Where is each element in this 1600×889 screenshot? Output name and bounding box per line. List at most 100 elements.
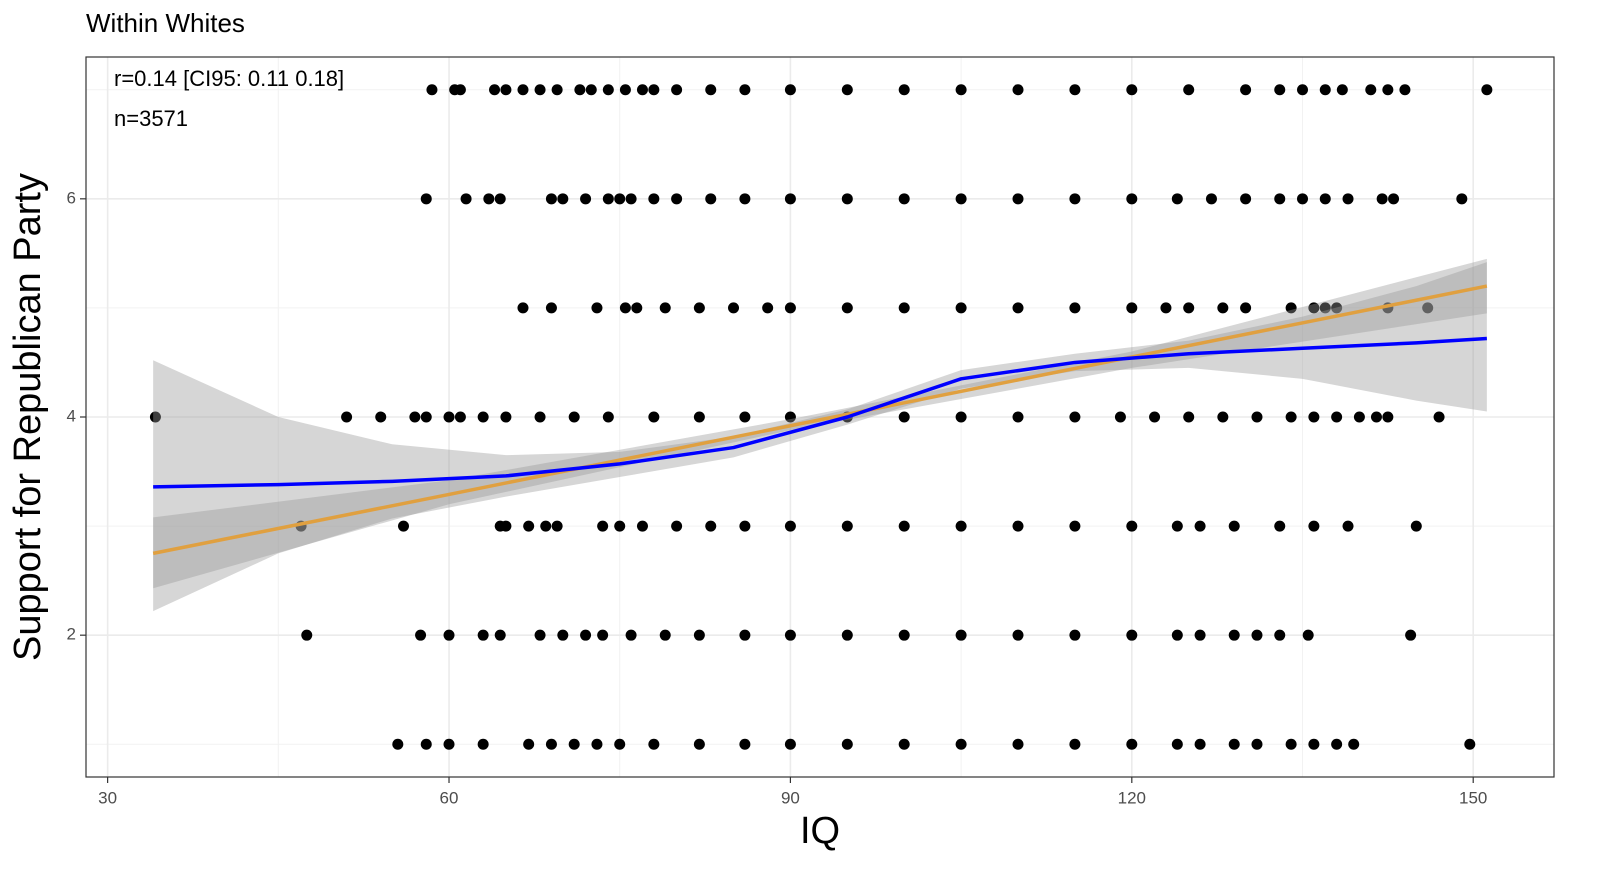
- point: [585, 84, 597, 96]
- point: [841, 193, 853, 205]
- point: [557, 193, 569, 205]
- point: [1297, 193, 1309, 205]
- point: [1217, 411, 1229, 423]
- point: [693, 629, 705, 641]
- point: [1319, 302, 1331, 314]
- point: [1297, 84, 1309, 96]
- point: [301, 629, 313, 641]
- point: [420, 411, 432, 423]
- y-tick-label: 4: [67, 406, 76, 425]
- point: [705, 193, 717, 205]
- x-tick-label: 120: [1118, 788, 1146, 807]
- point: [841, 738, 853, 750]
- point: [1331, 738, 1343, 750]
- point: [341, 411, 353, 423]
- point: [841, 302, 853, 314]
- point: [392, 738, 404, 750]
- point: [739, 193, 751, 205]
- point: [602, 411, 614, 423]
- point: [1069, 84, 1081, 96]
- point: [420, 193, 432, 205]
- point: [580, 193, 592, 205]
- point: [1399, 84, 1411, 96]
- point: [1217, 302, 1229, 314]
- point: [1410, 520, 1422, 532]
- point: [460, 193, 472, 205]
- point: [728, 302, 740, 314]
- point: [1240, 193, 1252, 205]
- point: [739, 629, 751, 641]
- point: [1274, 629, 1286, 641]
- point: [1228, 520, 1240, 532]
- point: [500, 520, 512, 532]
- point: [454, 84, 466, 96]
- point: [477, 411, 489, 423]
- point: [534, 84, 546, 96]
- point: [1308, 738, 1320, 750]
- point: [898, 629, 910, 641]
- point: [1194, 520, 1206, 532]
- point: [500, 84, 512, 96]
- point: [534, 411, 546, 423]
- point: [739, 84, 751, 96]
- point: [619, 302, 631, 314]
- x-tick-label: 60: [440, 788, 459, 807]
- point: [955, 411, 967, 423]
- point: [1126, 193, 1138, 205]
- point: [574, 84, 586, 96]
- point: [1405, 629, 1417, 641]
- x-tick-label: 150: [1459, 788, 1487, 807]
- point: [955, 629, 967, 641]
- point: [489, 84, 501, 96]
- point: [1388, 193, 1400, 205]
- point: [784, 520, 796, 532]
- point: [1069, 629, 1081, 641]
- point: [955, 520, 967, 532]
- x-axis-label: IQ: [800, 810, 840, 852]
- x-tick-label: 90: [781, 788, 800, 807]
- point: [454, 411, 466, 423]
- point: [1302, 629, 1314, 641]
- y-tick-label: 2: [67, 625, 76, 644]
- point: [1069, 411, 1081, 423]
- point: [955, 738, 967, 750]
- point: [1342, 193, 1354, 205]
- point: [1240, 84, 1252, 96]
- point: [898, 193, 910, 205]
- point: [739, 738, 751, 750]
- point: [1370, 411, 1382, 423]
- point: [1114, 411, 1126, 423]
- y-axis-label: Support for Republican Party: [7, 173, 49, 661]
- point: [568, 738, 580, 750]
- point: [591, 302, 603, 314]
- point: [841, 629, 853, 641]
- point: [1205, 193, 1217, 205]
- point: [955, 84, 967, 96]
- point: [1331, 302, 1343, 314]
- point: [545, 302, 557, 314]
- point: [1183, 302, 1195, 314]
- point: [602, 84, 614, 96]
- point: [1171, 738, 1183, 750]
- point: [705, 84, 717, 96]
- point: [614, 738, 626, 750]
- point: [1319, 193, 1331, 205]
- point: [784, 738, 796, 750]
- point: [1126, 629, 1138, 641]
- point: [597, 520, 609, 532]
- point: [1194, 629, 1206, 641]
- point: [784, 629, 796, 641]
- point: [1331, 411, 1343, 423]
- point: [1228, 738, 1240, 750]
- point: [671, 193, 683, 205]
- point: [1308, 520, 1320, 532]
- point: [397, 520, 409, 532]
- point: [483, 193, 495, 205]
- point: [841, 84, 853, 96]
- point: [693, 738, 705, 750]
- point: [534, 629, 546, 641]
- confidence-band: [153, 262, 1487, 612]
- point: [1285, 302, 1297, 314]
- point: [1012, 738, 1024, 750]
